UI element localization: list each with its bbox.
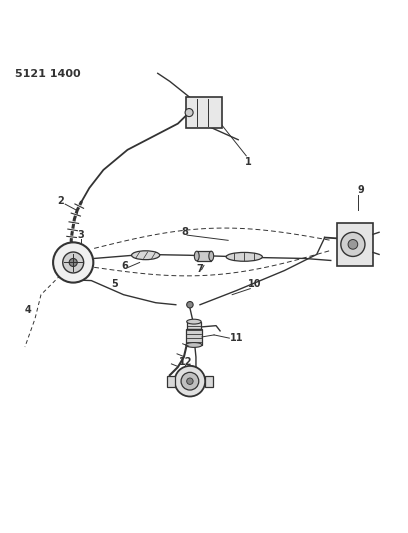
Text: 5: 5	[111, 279, 118, 289]
Bar	[186, 329, 202, 345]
Circle shape	[348, 239, 358, 249]
Bar	[337, 223, 373, 265]
Text: 7: 7	[196, 264, 203, 274]
Circle shape	[341, 232, 365, 256]
Ellipse shape	[226, 253, 262, 261]
Bar	[205, 376, 213, 387]
Ellipse shape	[131, 251, 160, 260]
Ellipse shape	[187, 319, 201, 324]
Circle shape	[187, 302, 193, 308]
Text: 8: 8	[182, 227, 189, 237]
Text: 1: 1	[245, 157, 252, 167]
Text: 4: 4	[25, 305, 32, 315]
Text: 10: 10	[248, 279, 262, 289]
Text: 11: 11	[230, 333, 244, 343]
Text: 6: 6	[122, 261, 128, 271]
Ellipse shape	[186, 343, 202, 348]
Circle shape	[69, 259, 77, 266]
Circle shape	[185, 109, 193, 117]
Text: 9: 9	[358, 185, 364, 195]
Bar	[186, 98, 222, 128]
Text: 5121 1400: 5121 1400	[15, 69, 80, 79]
Circle shape	[63, 252, 84, 273]
Text: 3: 3	[77, 230, 84, 240]
Ellipse shape	[209, 251, 214, 261]
Circle shape	[175, 366, 205, 397]
Bar	[197, 251, 211, 261]
Circle shape	[53, 243, 93, 282]
Bar	[187, 321, 201, 329]
Circle shape	[187, 378, 193, 384]
Text: 2: 2	[57, 196, 64, 206]
Ellipse shape	[194, 251, 199, 261]
Text: 12: 12	[179, 357, 193, 367]
Circle shape	[181, 373, 199, 390]
Bar	[166, 376, 175, 387]
